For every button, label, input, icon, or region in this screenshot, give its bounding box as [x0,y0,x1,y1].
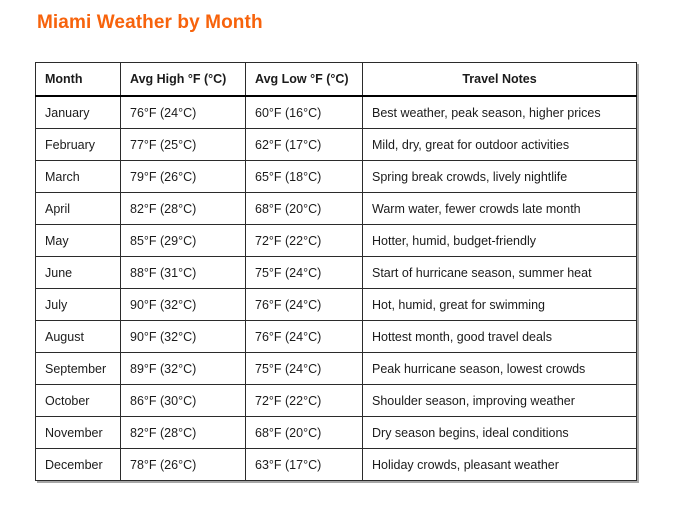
table-row: October 86°F (30°C) 72°F (22°C) Shoulder… [35,384,637,417]
avg-high-cell: 79°F (26°C) [120,160,246,193]
column-header-travel-notes: Travel Notes [362,62,637,97]
column-header-avg-high: Avg High °F (°C) [120,62,246,97]
avg-high-cell: 88°F (31°C) [120,256,246,289]
travel-notes-cell: Hot, humid, great for swimming [362,288,637,321]
avg-high-cell: 90°F (32°C) [120,320,246,353]
table-row: July 90°F (32°C) 76°F (24°C) Hot, humid,… [35,288,637,321]
table-row: August 90°F (32°C) 76°F (24°C) Hottest m… [35,320,637,353]
travel-notes-cell: Peak hurricane season, lowest crowds [362,352,637,385]
travel-notes-cell: Shoulder season, improving weather [362,384,637,417]
travel-notes-cell: Best weather, peak season, higher prices [362,95,637,129]
avg-low-cell: 68°F (20°C) [245,416,363,449]
travel-notes-cell: Holiday crowds, pleasant weather [362,448,637,481]
month-cell: May [35,224,121,257]
avg-low-cell: 75°F (24°C) [245,256,363,289]
table-row: May 85°F (29°C) 72°F (22°C) Hotter, humi… [35,224,637,257]
month-cell: October [35,384,121,417]
month-cell: September [35,352,121,385]
month-cell: June [35,256,121,289]
avg-low-cell: 62°F (17°C) [245,128,363,161]
page-title: Miami Weather by Month [37,12,263,33]
month-cell: April [35,192,121,225]
avg-high-cell: 90°F (32°C) [120,288,246,321]
avg-high-cell: 76°F (24°C) [120,95,246,129]
month-cell: November [35,416,121,449]
travel-notes-cell: Hottest month, good travel deals [362,320,637,353]
travel-notes-cell: Warm water, fewer crowds late month [362,192,637,225]
table-row: December 78°F (26°C) 63°F (17°C) Holiday… [35,448,637,481]
month-cell: July [35,288,121,321]
avg-high-cell: 86°F (30°C) [120,384,246,417]
table-row: February 77°F (25°C) 62°F (17°C) Mild, d… [35,128,637,161]
column-header-month: Month [35,62,121,97]
avg-low-cell: 76°F (24°C) [245,320,363,353]
month-cell: March [35,160,121,193]
avg-low-cell: 65°F (18°C) [245,160,363,193]
column-header-avg-low: Avg Low °F (°C) [245,62,363,97]
avg-low-cell: 68°F (20°C) [245,192,363,225]
avg-high-cell: 89°F (32°C) [120,352,246,385]
avg-low-cell: 76°F (24°C) [245,288,363,321]
travel-notes-cell: Mild, dry, great for outdoor activities [362,128,637,161]
table-body: January 76°F (24°C) 60°F (16°C) Best wea… [35,95,637,481]
avg-low-cell: 60°F (16°C) [245,95,363,129]
avg-high-cell: 78°F (26°C) [120,448,246,481]
month-cell: August [35,320,121,353]
avg-low-cell: 72°F (22°C) [245,384,363,417]
avg-high-cell: 77°F (25°C) [120,128,246,161]
table-row: November 82°F (28°C) 68°F (20°C) Dry sea… [35,416,637,449]
avg-low-cell: 75°F (24°C) [245,352,363,385]
travel-notes-cell: Hotter, humid, budget-friendly [362,224,637,257]
table-row: January 76°F (24°C) 60°F (16°C) Best wea… [35,95,637,129]
month-cell: February [35,128,121,161]
table-row: September 89°F (32°C) 75°F (24°C) Peak h… [35,352,637,385]
table-row: March 79°F (26°C) 65°F (18°C) Spring bre… [35,160,637,193]
month-cell: December [35,448,121,481]
travel-notes-cell: Spring break crowds, lively nightlife [362,160,637,193]
table-header-row: Month Avg High °F (°C) Avg Low °F (°C) T… [35,62,637,97]
table-row: June 88°F (31°C) 75°F (24°C) Start of hu… [35,256,637,289]
weather-table: Month Avg High °F (°C) Avg Low °F (°C) T… [35,62,637,481]
avg-low-cell: 63°F (17°C) [245,448,363,481]
month-cell: January [35,95,121,129]
travel-notes-cell: Dry season begins, ideal conditions [362,416,637,449]
avg-high-cell: 82°F (28°C) [120,416,246,449]
avg-high-cell: 85°F (29°C) [120,224,246,257]
avg-high-cell: 82°F (28°C) [120,192,246,225]
table-row: April 82°F (28°C) 68°F (20°C) Warm water… [35,192,637,225]
avg-low-cell: 72°F (22°C) [245,224,363,257]
travel-notes-cell: Start of hurricane season, summer heat [362,256,637,289]
